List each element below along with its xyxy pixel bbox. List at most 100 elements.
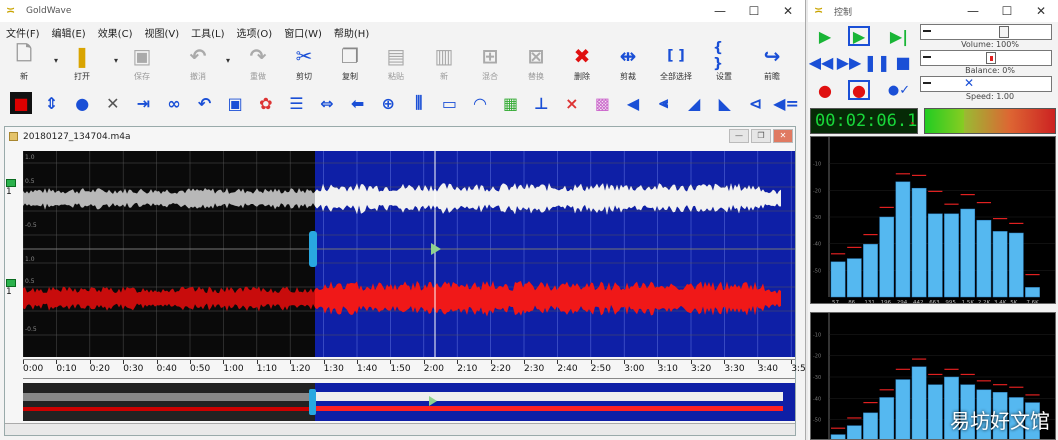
effect-tool-1-icon[interactable]: ⇕ — [44, 93, 59, 113]
toolbar-button-replace[interactable]: ⊠ 替换 — [514, 44, 558, 88]
menu-4[interactable]: 工具(L) — [191, 28, 225, 40]
play-to-end-button[interactable]: ▶| — [889, 26, 909, 46]
overview-waveform[interactable] — [23, 383, 795, 421]
undo-dropdown-arrow[interactable]: ▾ — [226, 56, 231, 65]
waveform-graphic[interactable]: 1.0 0.5 -0.5 1.0 0.5 -0.5 — [23, 151, 795, 357]
spectrum-band-label: 5K — [1010, 300, 1017, 304]
effect-tool-11-icon[interactable]: ⬅ — [350, 93, 365, 113]
speed-slider[interactable]: ✕ — [920, 76, 1052, 92]
effect-tool-8-icon[interactable]: ✿ — [259, 93, 273, 113]
play-selection-button[interactable]: ▶ — [848, 26, 870, 46]
toolbar-button-delete[interactable]: ✖ 删除 — [560, 44, 604, 88]
effect-tool-20-icon[interactable]: ◀ — [626, 93, 640, 113]
balance-label: Balance: 0% — [965, 66, 1015, 75]
time-ruler[interactable]: 0:00 0:10 0:20 0:30 0:40 0:50 1:00 1:10 1:20 1:30… — [23, 359, 805, 379]
menu-6[interactable]: 窗口(W) — [284, 28, 322, 40]
overview-graphic[interactable] — [23, 383, 795, 421]
menu-0[interactable]: 文件(F) — [6, 28, 40, 40]
record-selection-button[interactable]: ● — [848, 80, 870, 100]
rewind-button[interactable]: ◀◀ — [808, 52, 834, 72]
undo-icon: ↶ — [189, 44, 207, 68]
spectrum-bar — [1008, 397, 1024, 439]
control-minimize-button[interactable]: — — [967, 4, 979, 18]
balance-knob[interactable] — [986, 52, 996, 64]
toolbar-button-set-selection[interactable]: { } 设置 — [702, 40, 746, 88]
effect-tool-22-icon[interactable]: ◢ — [688, 93, 701, 113]
spectrum-bar — [944, 376, 959, 439]
fast-forward-button[interactable]: ▶▶ — [836, 52, 862, 72]
play-button[interactable]: ▶ — [818, 26, 832, 46]
spectrum-db-label: -50 — [813, 268, 821, 274]
effect-tool-18-icon[interactable]: ⨯ — [565, 93, 579, 113]
effect-tool-3-icon[interactable]: ✕ — [106, 93, 120, 113]
maximize-button[interactable]: ☐ — [748, 4, 760, 18]
waveform-view[interactable]: 1.0 0.5 -0.5 1.0 0.5 -0.5 — [23, 151, 795, 357]
menu-7[interactable]: 帮助(H) — [333, 28, 370, 40]
toolbar-button-undo[interactable]: ↶ 撤消 — [176, 44, 220, 88]
effect-tool-25-icon[interactable]: ◀= — [773, 93, 799, 113]
spectrum-band-label: 442 — [913, 300, 924, 304]
effect-tool-4-icon[interactable]: ⇥ — [136, 93, 151, 113]
effect-tool-16-icon[interactable]: ▦ — [503, 93, 519, 113]
toolbar-button-scissors[interactable]: ✂ 剪切 — [282, 44, 326, 88]
effect-tool-10-icon[interactable]: ⇔ — [320, 93, 334, 113]
effect-tool-9-icon[interactable]: ☰ — [289, 93, 304, 113]
toolbar-button-label: 粘贴 — [388, 72, 404, 81]
toolbar-button-mix[interactable]: ⊞ 混合 — [468, 44, 512, 88]
time-tick-label: 0:00 — [23, 360, 44, 374]
volume-slider[interactable] — [920, 24, 1052, 40]
effect-tool-5-icon[interactable]: ∞ — [167, 93, 181, 113]
overview-start-marker[interactable] — [309, 389, 316, 415]
toolbar-button-select-all[interactable]: [ ] 全部选择 — [654, 44, 698, 88]
toolbar-button-open-folder[interactable]: ❚ 打开 — [60, 44, 104, 88]
volume-knob[interactable] — [999, 26, 1010, 38]
speed-knob[interactable]: ✕ — [964, 76, 975, 90]
pause-button[interactable]: ❚❚ — [863, 52, 891, 72]
effect-tool-7-icon[interactable]: ▣ — [227, 93, 243, 113]
menu-3[interactable]: 视图(V) — [144, 28, 180, 40]
new-dropdown-arrow[interactable]: ▾ — [114, 56, 119, 65]
left-channel-toggle[interactable]: 1 — [6, 179, 20, 201]
spectrum-band-label: 995 — [945, 300, 956, 304]
open-dropdown-arrow[interactable]: ▾ — [54, 56, 59, 65]
stop-button[interactable]: ■ — [895, 52, 911, 72]
record-button[interactable]: ● — [818, 80, 832, 100]
spectrum-band-label: 1.5K — [962, 300, 975, 304]
control-close-button[interactable]: ✕ — [1035, 4, 1047, 18]
balance-slider[interactable] — [920, 50, 1052, 66]
menu-2[interactable]: 效果(C) — [97, 28, 133, 40]
effect-tool-21-icon[interactable]: ⫷ — [659, 93, 669, 112]
effect-tool-24-icon[interactable]: ⊲ — [748, 93, 763, 113]
right-channel-toggle[interactable]: 1 — [6, 279, 20, 301]
toolbar-button-new-file[interactable]: 🗋 新 — [2, 41, 46, 88]
control-properties-button[interactable]: ●✓ — [887, 82, 911, 98]
effect-tool-2-icon[interactable]: ● — [75, 93, 90, 113]
doc-restore-button[interactable]: ❐ — [751, 129, 771, 143]
toolbar-button-save[interactable]: ▣ 保存 — [120, 44, 164, 88]
effect-tool-13-icon[interactable]: ⫼ — [415, 93, 423, 112]
toolbar-button-trim[interactable]: ⇹ 剪裁 — [606, 44, 650, 88]
effect-tool-14-icon[interactable]: ▭ — [441, 93, 457, 113]
toolbar-button-paste[interactable]: ▤ 粘贴 — [374, 44, 418, 88]
menu-1[interactable]: 编辑(E) — [51, 28, 86, 40]
toolbar-button-preview[interactable]: ↪ 前瞻 — [750, 44, 794, 88]
doc-close-button[interactable]: ✕ — [773, 129, 793, 143]
toolbar-button-copy[interactable]: ❐ 复制 — [328, 44, 372, 88]
toolbar-button-redo[interactable]: ↷ 重做 — [236, 44, 280, 88]
close-button[interactable]: ✕ — [782, 4, 794, 18]
selection-start-marker[interactable] — [309, 231, 317, 267]
effect-tool-15-icon[interactable]: ◠ — [473, 93, 487, 113]
effect-tool-17-icon[interactable]: ⊥ — [533, 93, 549, 113]
toolbar-button-paste-new[interactable]: ▥ 新 — [422, 44, 466, 88]
control-maximize-button[interactable]: ☐ — [1001, 4, 1013, 18]
effect-tool-6-icon[interactable]: ↶ — [197, 93, 212, 113]
effect-tool-0-icon[interactable]: ■ — [10, 92, 32, 114]
doc-minimize-button[interactable]: — — [729, 129, 749, 143]
effect-tool-12-icon[interactable]: ⊕ — [381, 93, 395, 113]
menu-5[interactable]: 选项(O) — [236, 28, 273, 40]
amplitude-label: -0.5 — [25, 222, 37, 229]
effect-tool-19-icon[interactable]: ▩ — [594, 93, 610, 113]
effect-tool-23-icon[interactable]: ◣ — [718, 93, 731, 113]
minimize-button[interactable]: — — [714, 4, 726, 18]
horizontal-scrollbar[interactable] — [5, 423, 795, 435]
